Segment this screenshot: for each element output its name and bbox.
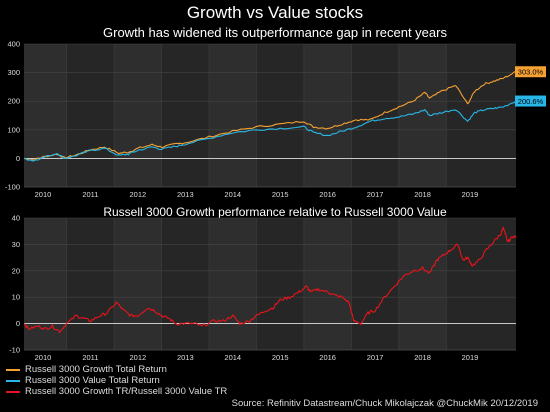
legend: Russell 3000 Growth Total Return Russell… bbox=[6, 364, 227, 397]
legend-item-value: Russell 3000 Value Total Return bbox=[6, 375, 227, 386]
top-x-tick-label: 2017 bbox=[367, 190, 384, 199]
bottom-year-band bbox=[24, 218, 67, 350]
bottom-y-tick-label: -10 bbox=[9, 346, 20, 355]
top-year-band bbox=[24, 44, 67, 187]
legend-label-ratio: Russell 3000 Growth TR/Russell 3000 Valu… bbox=[25, 386, 228, 397]
top-x-tick-label: 2018 bbox=[414, 190, 431, 199]
top-x-tick-label: 2014 bbox=[224, 190, 241, 199]
bottom-year-band bbox=[209, 218, 257, 350]
top-year-band bbox=[303, 44, 352, 187]
bottom-x-tick-label: 2019 bbox=[462, 353, 479, 362]
chart-subtitle: Growth has widened its outperformance ga… bbox=[103, 25, 447, 40]
top-x-tick-label: 2012 bbox=[130, 190, 147, 199]
lower-chart-title: Russell 3000 Growth performance relative… bbox=[103, 205, 447, 219]
legend-swatch-ratio bbox=[6, 390, 20, 393]
top-year-band bbox=[114, 44, 162, 187]
top-y-tick-label: 0 bbox=[16, 154, 20, 163]
top-y-tick-label: 200 bbox=[7, 97, 20, 106]
legend-swatch-value bbox=[6, 379, 20, 382]
top-y-tick-label: 300 bbox=[7, 68, 20, 77]
bottom-x-tick-label: 2015 bbox=[272, 353, 289, 362]
legend-item-growth: Russell 3000 Growth Total Return bbox=[6, 364, 227, 375]
top-x-tick-label: 2013 bbox=[177, 190, 194, 199]
top-y-tick-label: -100 bbox=[5, 183, 20, 192]
top-y-tick-label: 400 bbox=[7, 40, 20, 49]
bottom-y-tick-label: 10 bbox=[12, 293, 20, 302]
bottom-y-tick-label: 0 bbox=[16, 319, 20, 328]
top-year-band bbox=[209, 44, 257, 187]
chart-title: Growth vs Value stocks bbox=[186, 3, 364, 22]
bottom-x-tick-label: 2011 bbox=[82, 353, 98, 362]
bottom-x-tick-label: 2017 bbox=[367, 353, 384, 362]
legend-item-ratio: Russell 3000 Growth TR/Russell 3000 Valu… bbox=[6, 386, 227, 397]
bottom-x-tick-label: 2012 bbox=[130, 353, 147, 362]
bottom-y-tick-label: 30 bbox=[12, 240, 20, 249]
top-end-label-bg-1 bbox=[515, 95, 546, 107]
bottom-year-band bbox=[303, 218, 352, 350]
bottom-x-tick-label: 2014 bbox=[224, 353, 241, 362]
top-x-tick-label: 2019 bbox=[462, 190, 479, 199]
top-series-line-0 bbox=[23, 71, 517, 161]
legend-label-value: Russell 3000 Value Total Return bbox=[25, 375, 160, 386]
source-note: Source: Refinitiv Datastream/Chuck Mikol… bbox=[231, 398, 538, 409]
top-x-tick-label: 2011 bbox=[82, 190, 98, 199]
bottom-y-tick-label: 20 bbox=[12, 266, 20, 275]
top-end-label-1: 200.6% bbox=[518, 97, 544, 106]
legend-label-growth: Russell 3000 Growth Total Return bbox=[25, 364, 167, 375]
bottom-series-line-0 bbox=[23, 226, 517, 334]
bottom-year-band bbox=[114, 218, 162, 350]
bottom-x-tick-label: 2016 bbox=[319, 353, 336, 362]
top-end-label-bg-0 bbox=[515, 66, 546, 78]
legend-swatch-growth bbox=[6, 368, 20, 371]
top-x-tick-label: 2015 bbox=[272, 190, 289, 199]
top-series-line-1 bbox=[23, 100, 517, 162]
bottom-x-tick-label: 2013 bbox=[177, 353, 194, 362]
top-x-tick-label: 2016 bbox=[319, 190, 336, 199]
top-x-tick-label: 2010 bbox=[35, 190, 52, 199]
top-y-tick-label: 100 bbox=[7, 125, 20, 134]
bottom-x-tick-label: 2010 bbox=[35, 353, 52, 362]
bottom-y-tick-label: 40 bbox=[12, 214, 20, 223]
top-end-label-0: 303.0% bbox=[518, 68, 544, 77]
bottom-year-band bbox=[398, 218, 447, 350]
bottom-x-tick-label: 2018 bbox=[414, 353, 431, 362]
